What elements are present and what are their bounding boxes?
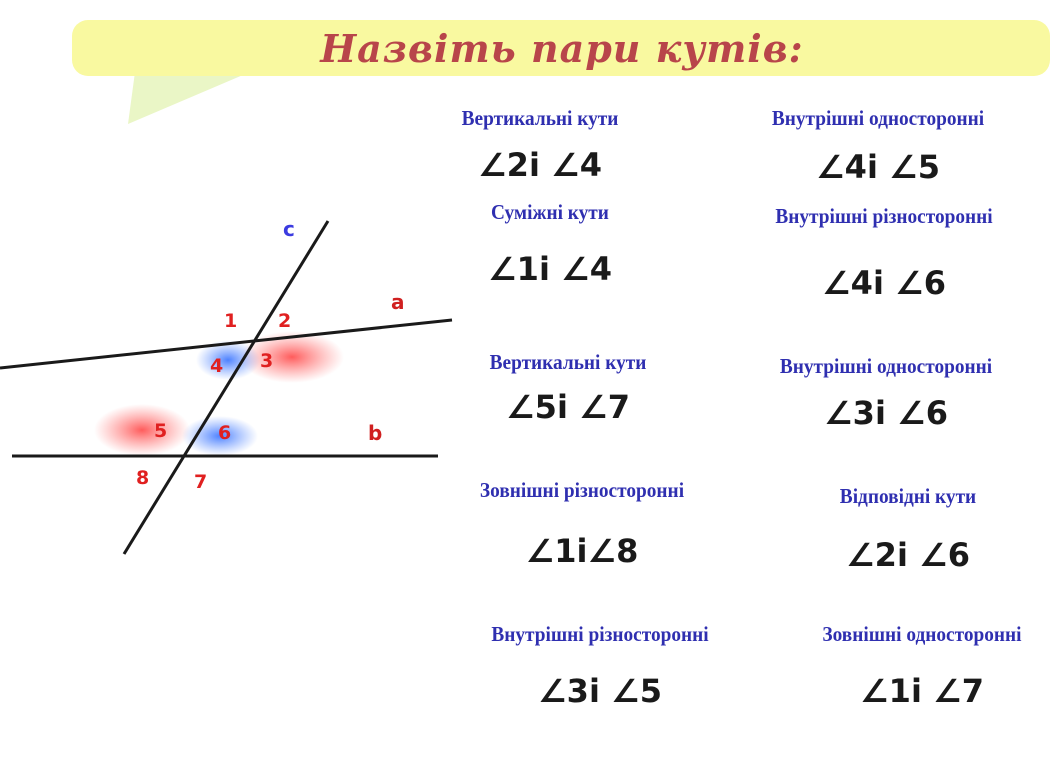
pair-left-2: Суміжні кути ∠1і ∠4 bbox=[390, 200, 710, 292]
angle-pair: ∠3і ∠6 bbox=[823, 394, 948, 432]
pair-left-1: Вертикальні кути ∠2і ∠4 bbox=[380, 106, 700, 184]
angle-pair: ∠1і ∠4 bbox=[487, 250, 612, 288]
pair-type-label: Суміжні кути bbox=[491, 200, 609, 224]
angle-pair: ∠5і ∠7 bbox=[505, 388, 630, 426]
angle-3-shade bbox=[240, 331, 344, 383]
title-bubble bbox=[72, 20, 1050, 124]
angle-pair: ∠1і ∠7 bbox=[859, 672, 984, 710]
angle-label-2: 2 bbox=[278, 310, 291, 332]
transversal-diagram: c a b 1 2 3 4 5 6 7 8 bbox=[0, 217, 453, 555]
angle-pair: ∠4і ∠5 bbox=[815, 148, 940, 186]
angle-label-8: 8 bbox=[136, 467, 149, 489]
pair-right-4: Відповідні кути ∠2і ∠6 bbox=[748, 484, 1057, 578]
pair-left-4: Зовнішні різносторонні ∠1і∠8 bbox=[422, 478, 742, 578]
line-label-b: b bbox=[368, 421, 382, 445]
angle-pair: ∠4і ∠6 bbox=[821, 264, 946, 302]
line-label-a: a bbox=[391, 290, 405, 314]
line-a bbox=[0, 318, 453, 370]
page-title: Назвіть пари кутів: bbox=[320, 26, 804, 71]
pair-right-1: Внутрішні односторонні ∠4і ∠5 bbox=[718, 106, 1038, 186]
pair-type-label: Внутрішні односторонні bbox=[771, 106, 985, 130]
angle-pair: ∠2і ∠6 bbox=[845, 536, 970, 574]
bubble-tail bbox=[128, 72, 250, 124]
pair-type-label: Вертикальні кути bbox=[489, 350, 647, 374]
line-c bbox=[122, 220, 330, 555]
angle-pair: ∠2і ∠4 bbox=[477, 146, 602, 184]
pair-type-label: Внутрішні різносторонні bbox=[775, 204, 993, 228]
line-label-c: c bbox=[283, 217, 295, 241]
pair-right-5: Зовнішні односторонні ∠1і ∠7 bbox=[762, 622, 1057, 718]
angle-label-5: 5 bbox=[154, 420, 167, 442]
pair-type-label: Зовнішні різносторонні bbox=[479, 478, 685, 502]
pair-type-label: Внутрішні односторонні bbox=[779, 354, 993, 378]
pair-type-label: Вертикальні кути bbox=[461, 106, 619, 130]
bubble-body bbox=[72, 20, 1050, 76]
pair-right-3: Внутрішні односторонні ∠3і ∠6 bbox=[726, 354, 1046, 436]
angle-label-3: 3 bbox=[260, 350, 273, 372]
pair-right-2: Внутрішні різносторонні ∠4і ∠6 bbox=[724, 204, 1044, 304]
angle-label-7: 7 bbox=[194, 471, 207, 493]
angle-label-1: 1 bbox=[224, 310, 237, 332]
angle-5-shade bbox=[94, 404, 190, 456]
pair-type-label: Відповідні кути bbox=[839, 484, 977, 508]
angle-4-shade bbox=[196, 340, 260, 380]
angle-pair: ∠3і ∠5 bbox=[537, 672, 662, 710]
pair-type-label: Внутрішні різносторонні bbox=[491, 622, 709, 646]
pair-left-5: Внутрішні різносторонні ∠3і ∠5 bbox=[440, 622, 760, 718]
angle-label-4: 4 bbox=[210, 355, 223, 377]
angle-label-6: 6 bbox=[218, 422, 231, 444]
pair-type-label: Зовнішні односторонні bbox=[822, 622, 1022, 646]
angle-pair: ∠1і∠8 bbox=[525, 532, 639, 570]
pair-left-3: Вертикальні кути ∠5і ∠7 bbox=[408, 350, 728, 430]
